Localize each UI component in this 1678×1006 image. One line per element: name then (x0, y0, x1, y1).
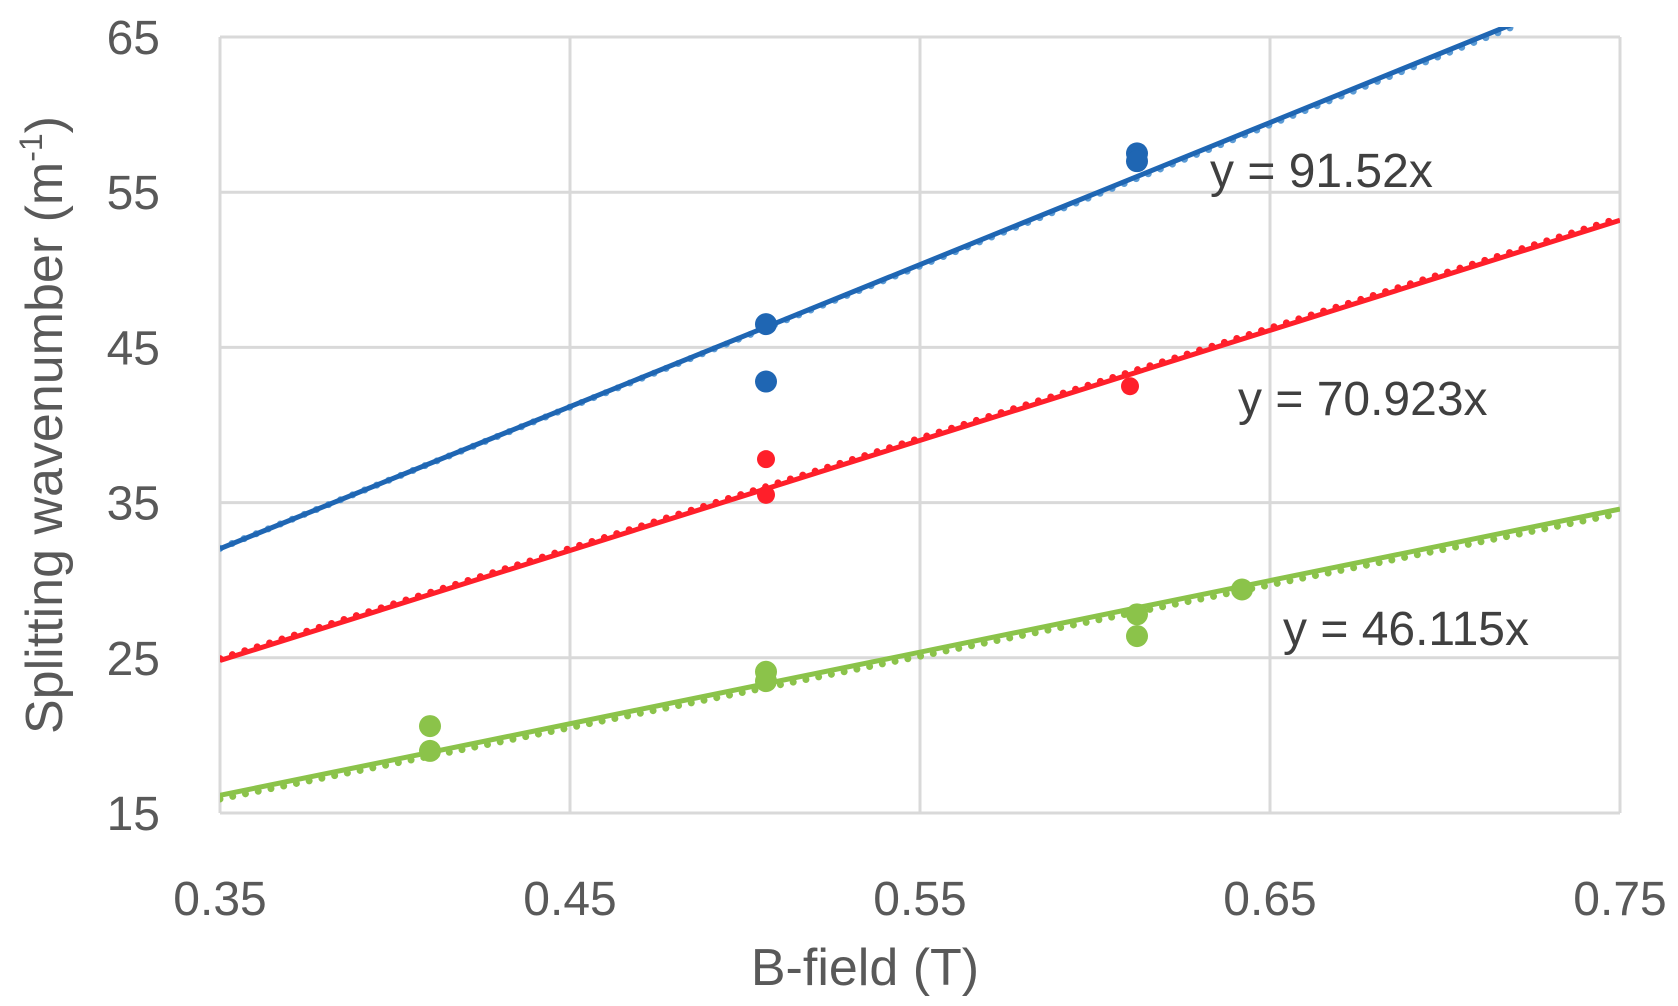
x-tick-label: 0.45 (523, 873, 616, 926)
y-tick-label: 15 (107, 788, 160, 841)
data-point (757, 485, 775, 504)
y-tick-label: 65 (107, 12, 160, 65)
data-point (1231, 578, 1253, 601)
fit-equation-label: y = 70.923x (1238, 373, 1488, 426)
x-tick-label: 0.65 (1223, 873, 1316, 926)
fit-equation-label: y = 91.52x (1210, 145, 1433, 198)
y-tick-label: 55 (107, 167, 160, 220)
dotted-trendline (220, 509, 1620, 803)
y-tick-label: 35 (107, 478, 160, 531)
data-point (755, 370, 777, 393)
x-tick-label: 0.35 (173, 873, 266, 926)
x-tick-label: 0.55 (873, 873, 966, 926)
data-point (1126, 603, 1148, 626)
plot-series-group (220, 27, 1620, 803)
data-point (755, 313, 777, 336)
data-point (1126, 625, 1148, 648)
y-tick-label: 25 (107, 633, 160, 686)
data-point (1121, 377, 1139, 396)
data-point (419, 715, 441, 738)
fit-line (220, 506, 1620, 798)
data-point (755, 670, 777, 693)
y-tick-label: 45 (107, 322, 160, 375)
grid (218, 35, 1622, 815)
x-tick-label: 0.75 (1573, 873, 1666, 926)
fit-equation-label: y = 46.115x (1283, 603, 1529, 656)
plot-area: y = 91.52x y = 70.923x y = 46.115x (220, 27, 1620, 803)
data-point (757, 450, 775, 469)
tick-labels: 0.35 0.45 0.55 0.65 0.75 15 25 35 45 55 65 (107, 12, 1667, 926)
y-axis-title: Splitting wavenumber (m-1) (13, 116, 74, 734)
data-point (1126, 150, 1148, 173)
fit-line (220, 217, 1620, 663)
data-point (419, 739, 441, 762)
x-axis-title: B-field (T) (751, 939, 979, 997)
fit-line (220, 27, 1513, 551)
